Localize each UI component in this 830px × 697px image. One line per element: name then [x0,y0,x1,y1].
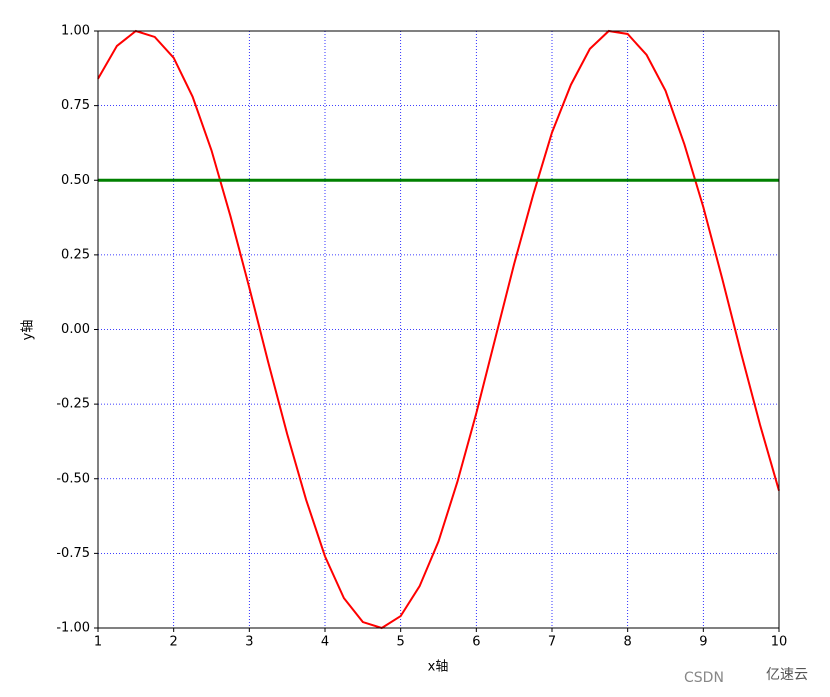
x-tick-label: 8 [624,635,632,650]
line-series [97,29,780,630]
y-tick-label: -0.50 [56,471,90,486]
watermark: 亿速云 [766,667,808,683]
y-tick-label: 0.25 [61,247,90,262]
y-tick-label: 0.75 [61,98,90,113]
x-tick-label: 3 [245,635,253,650]
x-tick-label: 5 [397,635,405,650]
x-tick-label: 6 [472,635,480,650]
y-tick-label: -1.00 [56,621,90,636]
x-tick-label: 7 [548,635,556,650]
y-tick-label: -0.75 [56,546,90,561]
y-tick-label: 0.00 [61,322,90,337]
x-tick-label: 2 [170,635,178,650]
y-tick-label: 0.50 [61,173,90,188]
x-tick-label: 10 [771,635,788,650]
y-tick-label: 1.00 [61,24,90,39]
x-tick-label: 1 [94,635,102,650]
x-axis-label: x轴 [428,660,449,675]
y-tick-label: -0.25 [56,397,90,412]
x-tick-label: 4 [321,635,329,650]
x-tick-label: 9 [699,635,707,650]
plot-frame [97,30,780,629]
y-axis-label: y轴 [21,320,36,341]
watermark: CSDN [684,670,724,686]
